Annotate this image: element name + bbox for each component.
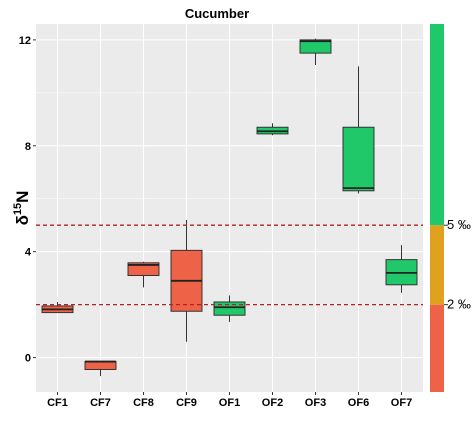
box-cf8 bbox=[127, 261, 160, 288]
y-axis: 0 4 8 12 bbox=[19, 35, 36, 365]
chart-title: Cucumber bbox=[185, 6, 249, 21]
svg-text:δ15N: δ15N bbox=[12, 191, 32, 226]
legend-segment bbox=[430, 24, 444, 226]
box-of6 bbox=[342, 66, 375, 194]
box-cf7 bbox=[84, 360, 117, 377]
x-tick-label: OF6 bbox=[348, 397, 369, 409]
y-tick-label: 8 bbox=[25, 141, 31, 153]
legend-label: 2 ‰ bbox=[447, 297, 471, 312]
reference-lines bbox=[36, 224, 423, 306]
x-tick-label: OF1 bbox=[219, 397, 240, 409]
legend-segment bbox=[430, 304, 444, 392]
x-tick-label: CF7 bbox=[90, 397, 111, 409]
x-tick-label: OF2 bbox=[262, 397, 283, 409]
box-body bbox=[213, 301, 246, 316]
box-body bbox=[342, 126, 375, 192]
x-tick-label: CF1 bbox=[47, 397, 68, 409]
box-of7 bbox=[385, 245, 418, 293]
x-tick-label: CF9 bbox=[176, 397, 197, 409]
box-body bbox=[299, 39, 332, 54]
box-cf1 bbox=[41, 301, 74, 314]
y-axis-label: δ15N bbox=[12, 191, 32, 226]
box-of2 bbox=[256, 123, 289, 136]
color-legend: 2 ‰ 5 ‰ bbox=[430, 24, 471, 392]
x-tick-label: OF3 bbox=[305, 397, 326, 409]
box-series bbox=[41, 38, 418, 377]
x-tick-label: CF8 bbox=[133, 397, 154, 409]
legend-segment bbox=[430, 225, 444, 305]
box-cf9 bbox=[170, 219, 203, 342]
y-axis-label-symbol: δ bbox=[13, 215, 32, 225]
legend-label: 5 ‰ bbox=[447, 217, 471, 232]
box-of3 bbox=[299, 38, 332, 66]
y-axis-label-superscript: 15 bbox=[12, 203, 24, 215]
y-tick-label: 0 bbox=[25, 353, 31, 365]
y-axis-label-element: N bbox=[13, 191, 32, 203]
y-tick-label: 12 bbox=[19, 35, 31, 47]
y-tick-label: 4 bbox=[25, 247, 32, 259]
x-tick-label: OF7 bbox=[391, 397, 412, 409]
box-body bbox=[84, 361, 117, 370]
x-axis: CF1 CF7 CF8 CF9 OF1 OF2 OF3 OF6 OF7 bbox=[47, 392, 412, 409]
box-body bbox=[127, 262, 160, 277]
box-of1 bbox=[213, 295, 246, 322]
